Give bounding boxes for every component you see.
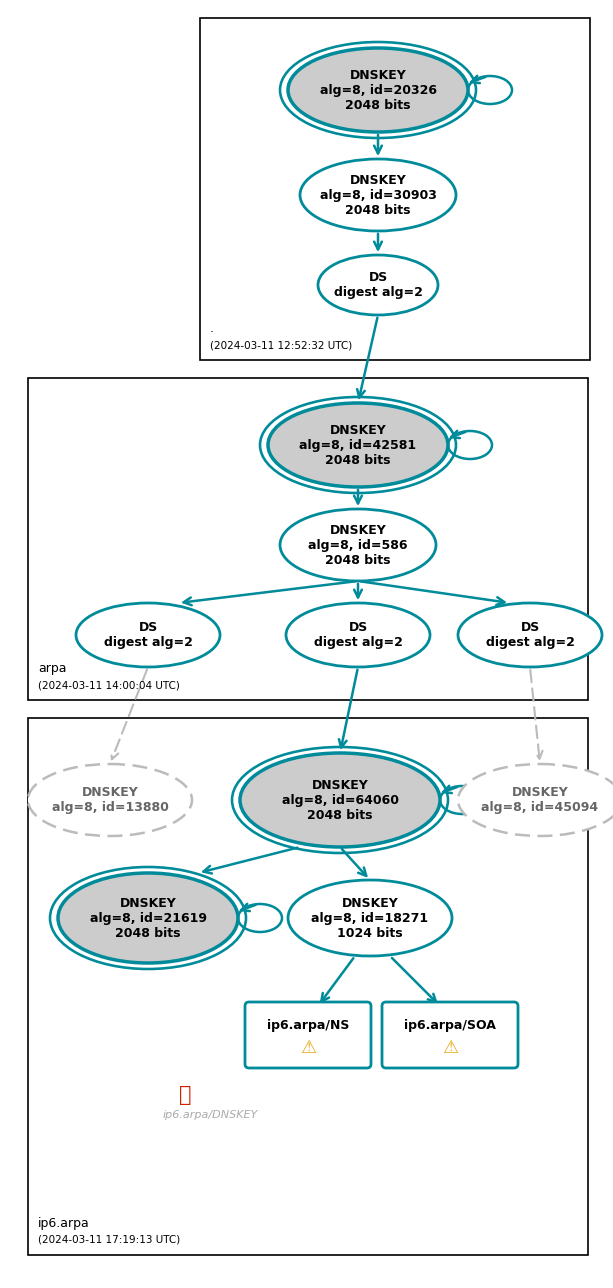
Ellipse shape bbox=[288, 880, 452, 956]
Text: ip6.arpa/DNSKEY: ip6.arpa/DNSKEY bbox=[162, 1110, 257, 1121]
Ellipse shape bbox=[300, 158, 456, 231]
Text: DS
digest alg=2: DS digest alg=2 bbox=[314, 621, 403, 649]
Text: DNSKEY
alg=8, id=586
2048 bits: DNSKEY alg=8, id=586 2048 bits bbox=[308, 523, 408, 567]
Text: ip6.arpa/SOA: ip6.arpa/SOA bbox=[404, 1020, 496, 1033]
Ellipse shape bbox=[280, 509, 436, 581]
Text: (2024-03-11 14:00:04 UTC): (2024-03-11 14:00:04 UTC) bbox=[38, 680, 180, 690]
Bar bbox=[28, 717, 588, 1255]
Text: DS
digest alg=2: DS digest alg=2 bbox=[104, 621, 192, 649]
Text: DNSKEY
alg=8, id=13880: DNSKEY alg=8, id=13880 bbox=[51, 786, 169, 814]
Ellipse shape bbox=[458, 764, 613, 836]
Text: ip6.arpa: ip6.arpa bbox=[38, 1217, 89, 1230]
Ellipse shape bbox=[318, 255, 438, 316]
FancyBboxPatch shape bbox=[382, 1002, 518, 1068]
Ellipse shape bbox=[268, 403, 448, 487]
Text: (2024-03-11 17:19:13 UTC): (2024-03-11 17:19:13 UTC) bbox=[38, 1235, 180, 1245]
Text: ⚠: ⚠ bbox=[300, 1039, 316, 1057]
Bar bbox=[200, 18, 590, 361]
Ellipse shape bbox=[28, 764, 192, 836]
Ellipse shape bbox=[288, 48, 468, 131]
Text: DNSKEY
alg=8, id=30903
2048 bits: DNSKEY alg=8, id=30903 2048 bits bbox=[319, 174, 436, 216]
Text: DNSKEY
alg=8, id=20326
2048 bits: DNSKEY alg=8, id=20326 2048 bits bbox=[319, 68, 436, 112]
Text: ip6.arpa/NS: ip6.arpa/NS bbox=[267, 1020, 349, 1033]
Text: (2024-03-11 12:52:32 UTC): (2024-03-11 12:52:32 UTC) bbox=[210, 340, 352, 350]
FancyBboxPatch shape bbox=[245, 1002, 371, 1068]
Text: DS
digest alg=2: DS digest alg=2 bbox=[333, 270, 422, 299]
Text: ⚠: ⚠ bbox=[442, 1039, 458, 1057]
Ellipse shape bbox=[58, 873, 238, 963]
Text: DNSKEY
alg=8, id=45094: DNSKEY alg=8, id=45094 bbox=[481, 786, 598, 814]
Text: DNSKEY
alg=8, id=18271
1024 bits: DNSKEY alg=8, id=18271 1024 bits bbox=[311, 896, 428, 939]
Ellipse shape bbox=[458, 603, 602, 667]
Text: DNSKEY
alg=8, id=21619
2048 bits: DNSKEY alg=8, id=21619 2048 bits bbox=[89, 896, 207, 939]
Ellipse shape bbox=[76, 603, 220, 667]
Text: 🔺: 🔺 bbox=[179, 1084, 191, 1105]
Text: DNSKEY
alg=8, id=42581
2048 bits: DNSKEY alg=8, id=42581 2048 bits bbox=[299, 424, 417, 466]
Text: DS
digest alg=2: DS digest alg=2 bbox=[485, 621, 574, 649]
Text: arpa: arpa bbox=[38, 662, 66, 675]
Bar bbox=[28, 377, 588, 699]
Ellipse shape bbox=[240, 753, 440, 848]
Text: DNSKEY
alg=8, id=64060
2048 bits: DNSKEY alg=8, id=64060 2048 bits bbox=[281, 778, 398, 822]
Ellipse shape bbox=[286, 603, 430, 667]
Text: .: . bbox=[210, 322, 214, 335]
